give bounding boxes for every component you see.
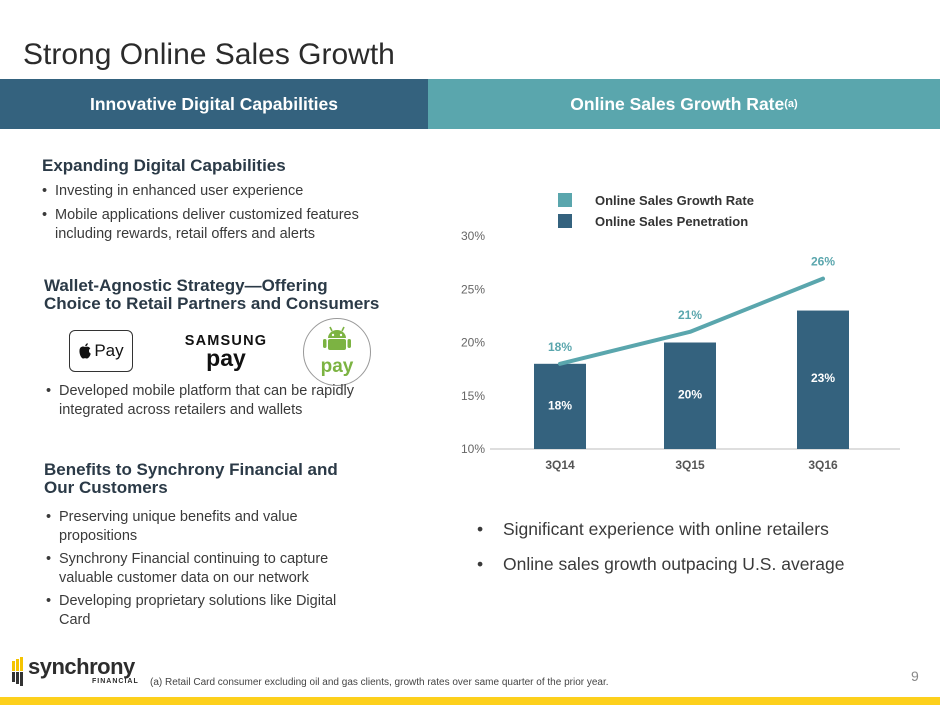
y-tick-label: 20% [461, 336, 485, 350]
bar-penetration [534, 363, 586, 449]
online-sales-chart: 10% 15% 20% 25% 30% 18% 20% 23% 3Q14 3Q15 3Q16 18% 2… [461, 193, 900, 472]
bottom-accent-bar [0, 697, 940, 705]
header-right-label: Online Sales Growth Rate [570, 93, 785, 114]
samsung-pay-logo: SAMSUNG pay [183, 333, 269, 372]
bar-penetration [797, 310, 849, 449]
legend-label: Online Sales Growth Rate [595, 193, 754, 208]
page-title: Strong Online Sales Growth [23, 38, 395, 71]
bar-value-label: 20% [678, 388, 702, 402]
bullet-benefits-3: • Developing proprietary solutions like D… [46, 593, 337, 628]
bullet-expanding-1: • Investing in enhanced user experience [42, 183, 304, 199]
bar-value-label: 18% [548, 399, 572, 413]
y-tick-label: 25% [461, 282, 485, 296]
apple-pay-logo: Pay [69, 330, 133, 372]
page-number: 9 [911, 668, 919, 684]
legend-label: Online Sales Penetration [595, 214, 748, 229]
synchrony-mark-icon [12, 657, 23, 686]
bar-value-label: 23% [811, 371, 835, 385]
samsung-word: SAMSUNG [184, 333, 268, 349]
line-growth-rate [558, 276, 825, 366]
bullet-benefits-2: • Synchrony Financial continuing to captu… [46, 551, 329, 586]
header-left: Innovative Digital Capabilities [0, 79, 428, 129]
bullet-online-1: • Significant experience with online reta… [477, 519, 829, 539]
bar-penetration [664, 342, 716, 449]
line-value-label: 18% [548, 340, 572, 354]
footnote: (a) Retail Card consumer excluding oil a… [150, 677, 609, 688]
apple-pay-text: Pay [94, 341, 124, 360]
y-tick-label: 10% [461, 442, 485, 456]
section-benefits-title: Benefits to Synchrony Financial and Our … [44, 460, 338, 497]
samsung-pay-word: pay [206, 345, 246, 371]
y-tick-label: 15% [461, 389, 485, 403]
brand-name: synchrony [28, 654, 135, 679]
android-pay-word: pay [320, 356, 354, 377]
x-tick-label: 3Q16 [808, 458, 838, 472]
line-value-label: 26% [811, 255, 835, 269]
synchrony-logo [12, 657, 132, 694]
brand-sub: FINANCIAL [92, 678, 139, 685]
header-left-label: Innovative Digital Capabilities [90, 93, 338, 114]
x-tick-label: 3Q15 [675, 458, 705, 472]
section-wallet-title: Wallet-Agnostic Strategy—Offering Choice… [44, 276, 380, 313]
header-right-sup: (a) [784, 98, 798, 110]
bullet-wallet: • Developed mobile platform that can be r… [46, 383, 354, 418]
apple-icon [79, 342, 91, 359]
bullet-expanding-2: • Mobile applications deliver customized … [42, 207, 359, 242]
section-expanding-title: Expanding Digital Capabilities [42, 156, 286, 175]
line-value-label: 21% [678, 308, 702, 322]
android-icon [323, 326, 351, 350]
legend-swatch [558, 214, 572, 228]
y-tick-label: 30% [461, 229, 485, 243]
android-pay-logo: pay [303, 318, 371, 386]
legend-swatch [558, 193, 572, 207]
bullet-benefits-1: • Preserving unique benefits and value pr… [46, 509, 298, 544]
x-tick-label: 3Q14 [545, 458, 575, 472]
bullet-online-2: • Online sales growth outpacing U.S. aver… [477, 554, 845, 574]
header-right: Online Sales Growth Rate (a) [428, 79, 940, 129]
